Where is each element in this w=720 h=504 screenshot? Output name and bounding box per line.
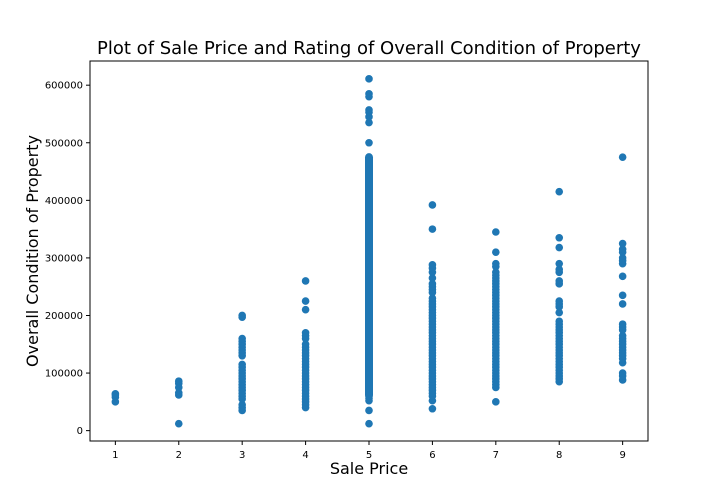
data-point xyxy=(238,400,246,409)
y-axis-label: Overall Condition of Property xyxy=(23,135,42,367)
data-point xyxy=(301,297,310,305)
x-tick-label: 9 xyxy=(619,450,625,461)
data-point xyxy=(492,228,500,236)
data-point xyxy=(555,277,564,285)
y-tick-label: 500000 xyxy=(45,138,83,149)
data-point xyxy=(238,334,246,343)
x-tick-label: 5 xyxy=(366,450,372,461)
y-axis: 0 100000 200000 300000 400000 500000 600000 xyxy=(45,81,90,437)
data-point xyxy=(618,369,627,377)
data-point xyxy=(555,265,564,274)
data-point xyxy=(555,243,564,252)
x-axis-label: Sale Price xyxy=(330,459,408,478)
data-point xyxy=(238,360,246,369)
data-point xyxy=(428,261,437,269)
x-tick-label: 8 xyxy=(556,450,562,461)
data-point xyxy=(365,138,373,147)
data-point xyxy=(555,297,564,305)
data-point xyxy=(618,300,627,308)
data-point xyxy=(111,389,120,398)
data-point xyxy=(365,419,373,428)
data-point xyxy=(428,294,437,303)
x-tick-label: 1 xyxy=(112,450,118,461)
data-point xyxy=(365,75,373,83)
x-tick-label: 7 xyxy=(493,450,499,461)
data-point xyxy=(555,317,564,326)
data-point xyxy=(618,320,627,328)
x-tick-label: 4 xyxy=(302,450,308,461)
data-point xyxy=(428,225,437,233)
y-tick-label: 200000 xyxy=(45,311,83,322)
y-tick-label: 400000 xyxy=(45,196,83,207)
data-point xyxy=(618,239,627,248)
data-point xyxy=(174,377,183,385)
x-tick-label: 2 xyxy=(176,450,182,461)
data-point xyxy=(618,331,627,340)
data-point xyxy=(301,340,310,349)
data-point xyxy=(365,406,373,415)
data-point xyxy=(618,291,627,300)
data-point xyxy=(555,308,564,317)
plot-frame xyxy=(89,60,649,442)
data-point xyxy=(555,233,564,242)
data-point xyxy=(365,90,373,98)
data-point xyxy=(618,272,627,281)
data-point xyxy=(365,106,373,114)
data-point xyxy=(555,187,564,196)
data-point xyxy=(365,118,373,127)
data-point xyxy=(301,277,310,285)
data-point xyxy=(301,305,310,314)
data-point xyxy=(618,254,627,262)
data-point xyxy=(492,259,500,268)
data-point xyxy=(301,328,310,337)
data-point xyxy=(238,311,246,320)
data-point xyxy=(428,404,437,413)
data-point xyxy=(428,201,437,209)
y-tick-label: 300000 xyxy=(45,253,83,264)
data-point xyxy=(492,268,500,277)
data-point xyxy=(492,248,500,256)
chart-title: Plot of Sale Price and Rating of Overall… xyxy=(97,38,641,59)
x-axis: 1 2 3 4 5 6 7 8 9 xyxy=(112,441,626,461)
data-point xyxy=(365,392,373,400)
x-tick-label: 6 xyxy=(429,450,435,461)
data-point xyxy=(555,259,564,268)
x-tick-label: 3 xyxy=(239,450,245,461)
points-layer xyxy=(111,75,627,428)
data-point xyxy=(428,280,437,288)
data-point xyxy=(428,274,437,282)
y-tick-label: 100000 xyxy=(45,369,83,380)
data-point xyxy=(492,398,500,406)
y-tick-label: 600000 xyxy=(45,81,83,92)
y-tick-label: 0 xyxy=(77,426,83,437)
data-point xyxy=(618,153,627,161)
data-point xyxy=(174,419,183,428)
data-point xyxy=(618,245,627,254)
